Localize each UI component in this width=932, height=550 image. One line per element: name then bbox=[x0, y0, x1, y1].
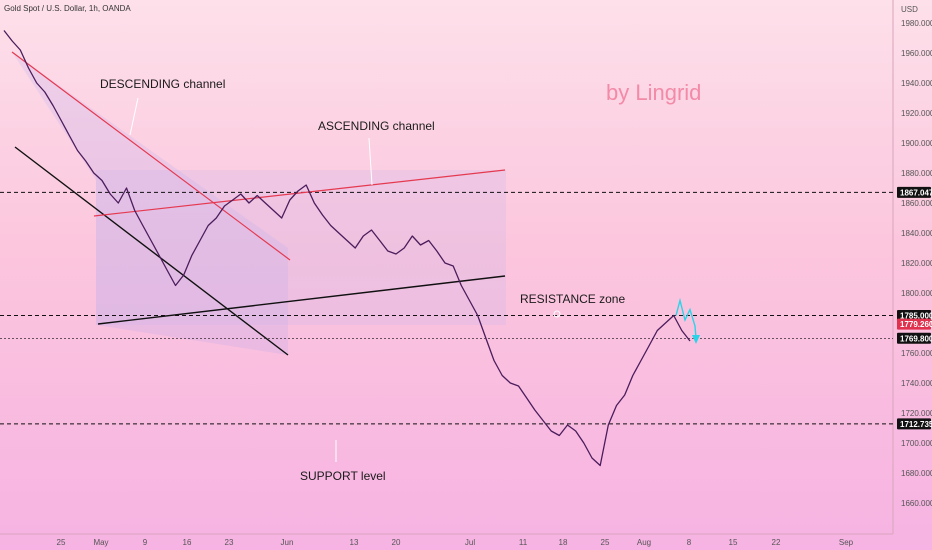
x-tick-label: 25 bbox=[601, 538, 610, 547]
price-badge-label: 1779.260 bbox=[900, 320, 932, 329]
descending-zone bbox=[12, 52, 288, 355]
y-tick-label: 1820.000 bbox=[901, 259, 932, 268]
y-tick-label: 1760.000 bbox=[901, 349, 932, 358]
brand-watermark: by Lingrid bbox=[606, 80, 701, 105]
y-tick-label: 1800.000 bbox=[901, 289, 932, 298]
descending-upper-line[interactable] bbox=[11, 51, 291, 261]
descending-channel-label: DESCENDING channel bbox=[100, 77, 225, 91]
support-level-label: SUPPORT level bbox=[300, 469, 386, 483]
y-tick-label: 1980.000 bbox=[901, 19, 932, 28]
currency-label: USD bbox=[901, 5, 918, 14]
y-tick-label: 1680.000 bbox=[901, 469, 932, 478]
resistance-marker bbox=[553, 310, 561, 318]
x-tick-label: 8 bbox=[687, 538, 692, 547]
y-tick-label: 1940.000 bbox=[901, 79, 932, 88]
price-badge-label: 1712.735 bbox=[900, 420, 932, 429]
x-tick-label: Aug bbox=[637, 538, 651, 547]
y-tick-label: 1720.000 bbox=[901, 409, 932, 418]
y-tick-label: 1880.000 bbox=[901, 169, 932, 178]
price-badge-label: 1785.000 bbox=[900, 312, 932, 321]
x-tick-label: 18 bbox=[559, 538, 568, 547]
y-tick-label: 1860.000 bbox=[901, 199, 932, 208]
y-tick-label: 1740.000 bbox=[901, 379, 932, 388]
x-tick-label: 11 bbox=[519, 538, 528, 547]
x-tick-label: Jul bbox=[465, 538, 475, 547]
x-tick-label: 15 bbox=[729, 538, 738, 547]
x-tick-label: 23 bbox=[225, 538, 234, 547]
x-tick-label: Sep bbox=[839, 538, 854, 547]
price-badge bbox=[897, 418, 931, 430]
ascending-lower-line[interactable] bbox=[97, 275, 506, 325]
y-tick-label: 1700.000 bbox=[901, 439, 932, 448]
x-tick-label: 9 bbox=[143, 538, 148, 547]
y-tick-label: 1960.000 bbox=[901, 49, 932, 58]
price-badge bbox=[897, 318, 931, 330]
x-tick-label: 16 bbox=[183, 538, 192, 547]
y-tick-label: 1840.000 bbox=[901, 229, 932, 238]
chart-symbol-header: Gold Spot / U.S. Dollar, 1h, OANDA bbox=[4, 4, 131, 13]
projection-path bbox=[675, 297, 697, 339]
descending-lower-line[interactable] bbox=[14, 146, 289, 356]
ascending-zone bbox=[96, 170, 506, 325]
price-badge bbox=[897, 332, 931, 344]
y-tick-label: 1660.000 bbox=[901, 499, 932, 508]
y-tick-label: 1920.000 bbox=[901, 109, 932, 118]
ascending-pointer bbox=[368, 137, 373, 186]
price-badge-label: 1867.047 bbox=[900, 188, 932, 197]
x-tick-label: Jun bbox=[281, 538, 294, 547]
price-badge bbox=[897, 310, 931, 321]
x-tick-label: 13 bbox=[350, 538, 359, 547]
ascending-upper-line[interactable] bbox=[93, 169, 506, 217]
descending-pointer bbox=[129, 97, 139, 136]
price-badge bbox=[897, 186, 931, 198]
projection-arrow-icon bbox=[692, 335, 700, 344]
price-line[interactable] bbox=[3, 30, 691, 467]
x-tick-label: 20 bbox=[392, 538, 401, 547]
ascending-channel-label: ASCENDING channel bbox=[318, 119, 435, 133]
y-tick-label: 1900.000 bbox=[901, 139, 932, 148]
price-badge-label: 1769.800 bbox=[900, 334, 932, 343]
x-tick-label: 25 bbox=[57, 538, 66, 547]
resistance-zone-label: RESISTANCE zone bbox=[520, 292, 625, 306]
x-tick-label: May bbox=[93, 538, 108, 547]
x-tick-label: 22 bbox=[772, 538, 781, 547]
